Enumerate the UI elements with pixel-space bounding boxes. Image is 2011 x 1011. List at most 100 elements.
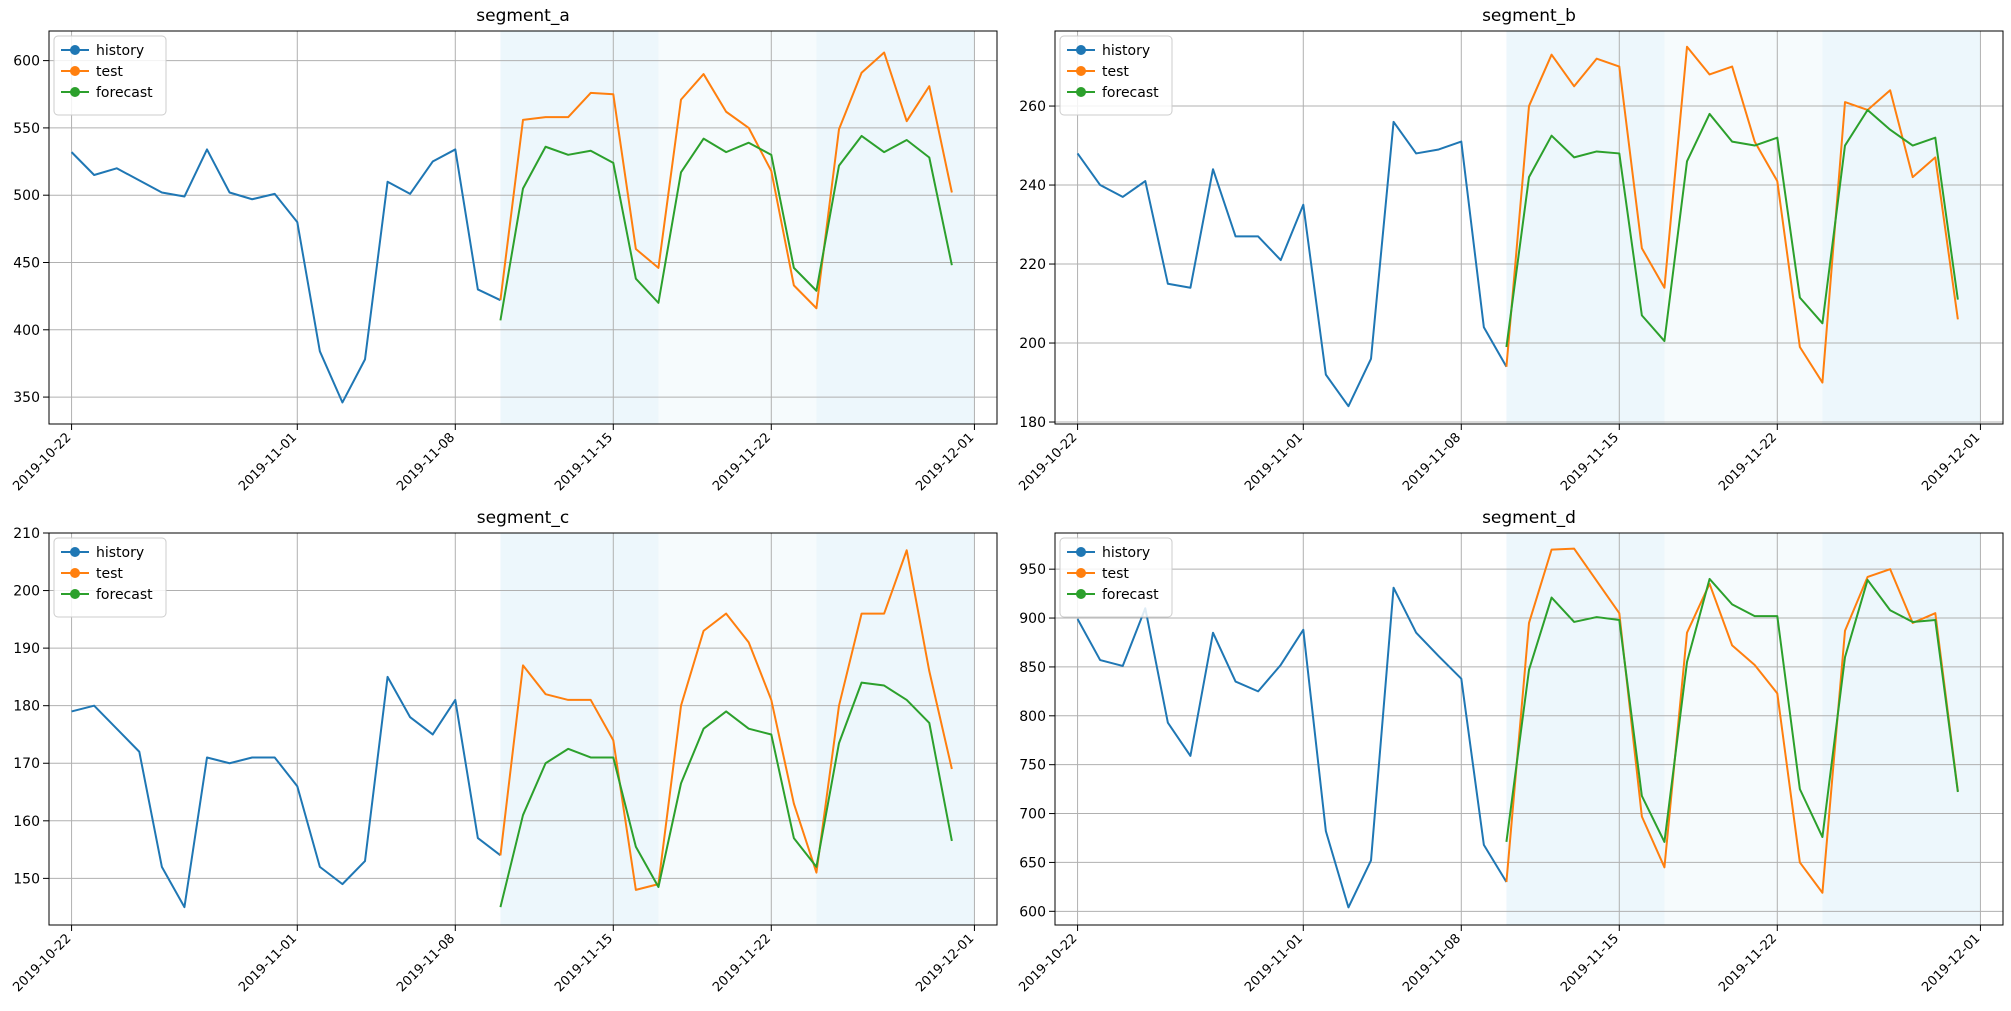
legend-marker-test bbox=[1076, 568, 1086, 578]
legend-marker-test bbox=[70, 568, 80, 578]
legend-marker-forecast bbox=[70, 589, 80, 599]
series-line-test bbox=[499, 549, 953, 891]
y-tick-label: 200 bbox=[1019, 336, 1046, 352]
legend: history test forecast bbox=[1059, 35, 1173, 116]
legend: history test forecast bbox=[53, 537, 167, 618]
legend-label-history: history bbox=[1102, 545, 1150, 561]
series-line-forecast bbox=[1505, 108, 1959, 348]
chart-title: segment_d bbox=[1482, 508, 1576, 528]
y-tick-label: 200 bbox=[13, 584, 40, 600]
x-tick-label: 2019-11-22 bbox=[1716, 430, 1780, 494]
x-tick-label: 2019-11-15 bbox=[552, 430, 616, 494]
shaded-band bbox=[1822, 533, 1981, 925]
axes-frame bbox=[1054, 532, 2004, 926]
x-tick-label: 2019-11-01 bbox=[1242, 430, 1306, 494]
y-tick-label: 550 bbox=[13, 121, 40, 137]
shaded-band bbox=[658, 533, 817, 925]
y-tick-label: 950 bbox=[1019, 562, 1046, 578]
y-tick-label: 260 bbox=[1019, 99, 1046, 115]
x-tick-label: 2019-11-15 bbox=[552, 931, 616, 995]
series-line-test bbox=[1505, 547, 1959, 894]
chart-title: segment_a bbox=[476, 6, 569, 26]
x-tick-label: 2019-10-22 bbox=[10, 931, 74, 995]
x-tick-label: 2019-11-01 bbox=[1242, 931, 1306, 995]
y-tick-label: 180 bbox=[1019, 415, 1046, 431]
chart-title: segment_b bbox=[1482, 6, 1576, 26]
y-tick-label: 220 bbox=[1019, 257, 1046, 273]
x-tick-label: 2019-12-01 bbox=[913, 931, 977, 995]
y-tick-label: 850 bbox=[1019, 660, 1046, 676]
axes-frame bbox=[48, 532, 998, 926]
x-tick-label: 2019-11-15 bbox=[1558, 430, 1622, 494]
legend: history test forecast bbox=[53, 35, 167, 116]
y-tick-label: 750 bbox=[1019, 758, 1046, 774]
x-tick-label: 2019-12-01 bbox=[1919, 931, 1983, 995]
shaded-band bbox=[1506, 31, 1665, 424]
legend-label-test: test bbox=[1102, 64, 1129, 80]
legend-label-test: test bbox=[96, 566, 123, 582]
legend-marker-test bbox=[1076, 66, 1086, 76]
panel-segment-c: 2019-10-22 2019-11-01 2019-11-08 2019-11-15… bbox=[10, 508, 998, 995]
y-tick-label: 600 bbox=[1019, 904, 1046, 920]
shaded-band bbox=[1822, 31, 1981, 424]
legend-marker-forecast bbox=[1076, 87, 1086, 97]
axes-frame bbox=[1054, 30, 2004, 425]
legend-label-forecast: forecast bbox=[96, 85, 153, 101]
legend-box bbox=[1059, 537, 1173, 618]
legend-marker-forecast bbox=[1076, 589, 1086, 599]
series-line-test bbox=[1505, 45, 1959, 384]
shaded-band bbox=[1506, 533, 1665, 925]
panel-segment-a: 2019-10-22 2019-11-01 2019-11-08 2019-11-15… bbox=[10, 6, 998, 494]
y-tick-label: 170 bbox=[13, 756, 40, 772]
x-tick-label: 2019-11-08 bbox=[394, 430, 458, 494]
legend-marker-test bbox=[70, 66, 80, 76]
y-tick-label: 650 bbox=[1019, 855, 1046, 871]
legend-marker-history bbox=[1076, 547, 1086, 557]
shaded-band bbox=[816, 533, 975, 925]
y-tick-label: 350 bbox=[13, 390, 40, 406]
series-line-history bbox=[71, 675, 502, 909]
series-line-forecast bbox=[499, 681, 953, 908]
series-line-test bbox=[499, 51, 953, 310]
x-tick-label: 2019-11-22 bbox=[710, 931, 774, 995]
x-tick-label: 2019-10-22 bbox=[1016, 430, 1080, 494]
legend-label-forecast: forecast bbox=[96, 587, 153, 603]
shaded-band bbox=[500, 31, 659, 424]
y-tick-label: 900 bbox=[1019, 611, 1046, 627]
y-tick-label: 500 bbox=[13, 188, 40, 204]
y-tick-label: 210 bbox=[13, 526, 40, 542]
y-tick-label: 450 bbox=[13, 255, 40, 271]
x-tick-label: 2019-11-22 bbox=[1716, 931, 1780, 995]
chart-title: segment_c bbox=[477, 508, 569, 528]
x-tick-label: 2019-12-01 bbox=[1919, 430, 1983, 494]
y-tick-label: 180 bbox=[13, 699, 40, 715]
series-line-history bbox=[1076, 120, 1508, 408]
x-tick-label: 2019-11-01 bbox=[236, 430, 300, 494]
y-tick-label: 150 bbox=[13, 871, 40, 887]
shaded-band bbox=[1664, 31, 1823, 424]
legend-label-forecast: forecast bbox=[1102, 85, 1159, 101]
legend: history test forecast bbox=[1059, 537, 1173, 618]
shaded-band bbox=[1664, 533, 1823, 925]
series-line-forecast bbox=[1505, 577, 1959, 843]
legend-marker-history bbox=[70, 45, 80, 55]
x-tick-label: 2019-11-08 bbox=[1400, 931, 1464, 995]
x-tick-label: 2019-11-08 bbox=[1400, 430, 1464, 494]
y-tick-label: 190 bbox=[13, 641, 40, 657]
legend-marker-forecast bbox=[70, 87, 80, 97]
panel-segment-b: 2019-10-22 2019-11-01 2019-11-08 2019-11-15… bbox=[1016, 6, 2004, 494]
axes-frame bbox=[48, 30, 998, 425]
legend-box bbox=[53, 35, 167, 116]
panel-segment-d: 2019-10-22 2019-11-01 2019-11-08 2019-11-15… bbox=[1016, 508, 2004, 995]
y-tick-label: 700 bbox=[1019, 807, 1046, 823]
series-line-history bbox=[1076, 586, 1508, 909]
x-tick-label: 2019-12-01 bbox=[913, 430, 977, 494]
legend-label-forecast: forecast bbox=[1102, 587, 1159, 603]
legend-box bbox=[53, 537, 167, 618]
y-tick-label: 600 bbox=[13, 54, 40, 70]
shaded-band bbox=[816, 31, 975, 424]
legend-label-history: history bbox=[96, 43, 144, 59]
y-tick-label: 240 bbox=[1019, 178, 1046, 194]
legend-marker-history bbox=[1076, 45, 1086, 55]
